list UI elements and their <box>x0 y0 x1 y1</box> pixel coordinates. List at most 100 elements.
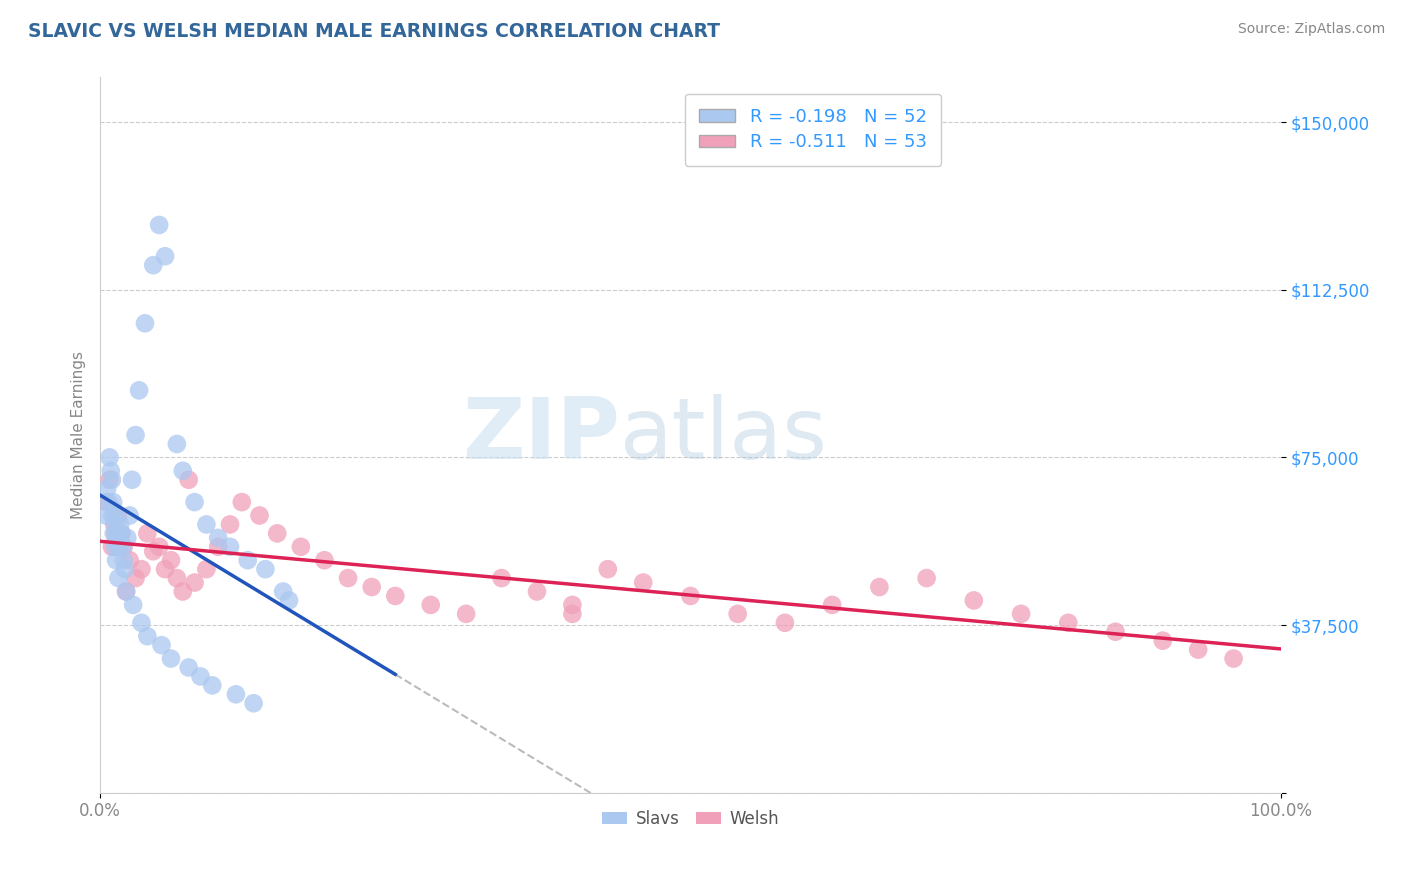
Point <box>100 464 122 478</box>
Point <box>101 508 124 523</box>
Point <box>254 562 277 576</box>
Point <box>183 495 205 509</box>
Point <box>249 508 271 523</box>
Point <box>94 495 117 509</box>
Point <box>115 584 138 599</box>
Point <box>1057 615 1080 630</box>
Point <box>207 540 229 554</box>
Point <box>114 562 136 576</box>
Point <box>231 495 253 509</box>
Point <box>915 571 938 585</box>
Point <box>103 526 125 541</box>
Point <box>131 562 153 576</box>
Point <box>236 553 259 567</box>
Point <box>963 593 986 607</box>
Point <box>201 678 224 692</box>
Point <box>112 540 135 554</box>
Point <box>207 531 229 545</box>
Point <box>166 437 188 451</box>
Point <box>101 473 124 487</box>
Text: SLAVIC VS WELSH MEDIAN MALE EARNINGS CORRELATION CHART: SLAVIC VS WELSH MEDIAN MALE EARNINGS COR… <box>28 22 720 41</box>
Text: atlas: atlas <box>620 393 828 476</box>
Point <box>160 553 183 567</box>
Point <box>115 584 138 599</box>
Point <box>314 553 336 567</box>
Point <box>111 540 134 554</box>
Point <box>118 508 141 523</box>
Point <box>219 540 242 554</box>
Point <box>101 540 124 554</box>
Point <box>868 580 890 594</box>
Point <box>271 584 294 599</box>
Point <box>561 607 583 621</box>
Point <box>172 584 194 599</box>
Point <box>96 482 118 496</box>
Point <box>112 553 135 567</box>
Point <box>266 526 288 541</box>
Point <box>491 571 513 585</box>
Point <box>104 517 127 532</box>
Point <box>97 495 120 509</box>
Point <box>148 540 170 554</box>
Point <box>384 589 406 603</box>
Point <box>153 562 176 576</box>
Point <box>136 526 159 541</box>
Point <box>1104 624 1126 639</box>
Point <box>1010 607 1032 621</box>
Point <box>121 473 143 487</box>
Point <box>103 517 125 532</box>
Point <box>225 687 247 701</box>
Point <box>172 464 194 478</box>
Point <box>104 540 127 554</box>
Point <box>278 593 301 607</box>
Point <box>94 508 117 523</box>
Point <box>110 526 132 541</box>
Legend: Slavs, Welsh: Slavs, Welsh <box>595 803 786 834</box>
Point <box>177 473 200 487</box>
Point <box>118 553 141 567</box>
Point <box>166 571 188 585</box>
Point <box>1222 651 1244 665</box>
Point <box>821 598 844 612</box>
Point <box>360 580 382 594</box>
Point <box>131 615 153 630</box>
Point <box>190 669 212 683</box>
Point <box>107 508 129 523</box>
Point <box>103 504 125 518</box>
Point <box>117 531 139 545</box>
Point <box>219 517 242 532</box>
Point <box>727 607 749 621</box>
Point <box>110 526 132 541</box>
Point <box>98 450 121 465</box>
Point <box>1187 642 1209 657</box>
Point <box>101 495 124 509</box>
Point <box>107 531 129 545</box>
Point <box>160 651 183 665</box>
Point <box>290 540 312 554</box>
Point <box>108 517 131 532</box>
Point <box>142 258 165 272</box>
Point <box>419 598 441 612</box>
Point <box>98 473 121 487</box>
Point <box>150 638 173 652</box>
Y-axis label: Median Male Earnings: Median Male Earnings <box>72 351 86 519</box>
Point <box>148 218 170 232</box>
Point <box>596 562 619 576</box>
Point <box>122 598 145 612</box>
Point <box>1152 633 1174 648</box>
Point <box>195 517 218 532</box>
Point <box>107 571 129 585</box>
Point <box>105 526 128 541</box>
Point <box>124 571 146 585</box>
Point <box>153 249 176 263</box>
Point <box>108 540 131 554</box>
Point <box>561 598 583 612</box>
Point <box>104 526 127 541</box>
Point <box>124 428 146 442</box>
Point <box>337 571 360 585</box>
Point <box>128 384 150 398</box>
Text: Source: ZipAtlas.com: Source: ZipAtlas.com <box>1237 22 1385 37</box>
Point <box>134 316 156 330</box>
Point <box>679 589 702 603</box>
Point <box>242 696 264 710</box>
